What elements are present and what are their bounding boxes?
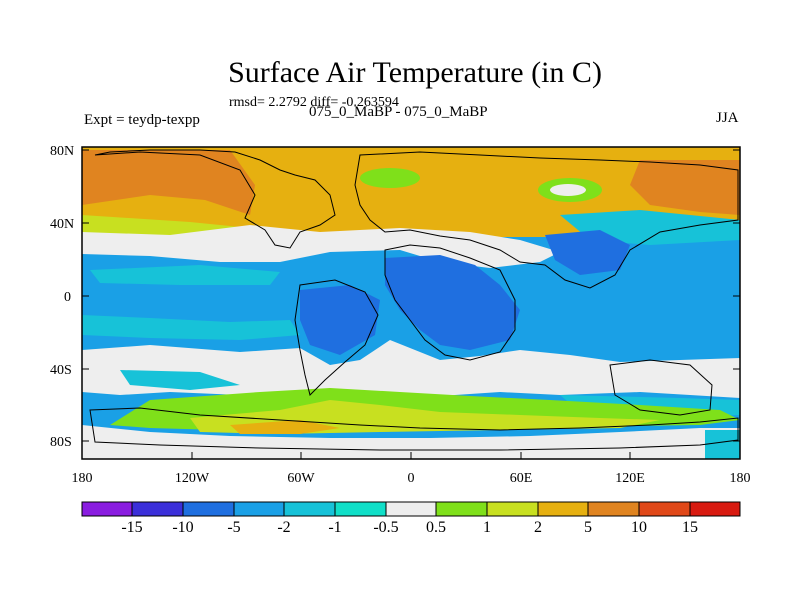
field-asia-cold — [545, 230, 630, 275]
colorbar-box-2 — [131, 501, 184, 517]
field-north-green-1 — [360, 168, 420, 188]
outline-africa — [384, 244, 516, 361]
colorbar-box-13 — [689, 501, 741, 517]
lat-label-80n: 80N — [50, 144, 74, 159]
field-north-warm-east — [630, 160, 740, 215]
colorbar-box-9 — [486, 501, 539, 517]
continent-outlines — [89, 149, 739, 451]
lon-label-120e: 120E — [615, 471, 645, 486]
colorbar-box-8 — [435, 501, 488, 517]
field-south-white — [82, 340, 740, 398]
lon-label-60w: 60W — [287, 471, 315, 486]
colorbar-label-9: 2 — [534, 519, 542, 536]
colorbar-label-10: 5 — [584, 519, 592, 536]
field-north-white-spot — [550, 184, 586, 196]
field-africa-cold — [385, 255, 520, 350]
lon-label-0: 0 — [408, 471, 415, 486]
colorbar-label-1: -15 — [121, 519, 142, 536]
colorbar-label-6: -0.5 — [373, 519, 398, 536]
lat-tick-marks — [82, 149, 740, 442]
subtitle-label: 075_0_MaBP - 075_0_MaBP — [309, 104, 488, 120]
lat-label-0: 0 — [64, 290, 71, 305]
field-pacific-cyan — [90, 265, 280, 285]
colorbar-box-5 — [283, 501, 336, 517]
outline-south-america — [294, 279, 379, 396]
outline-north-america — [94, 149, 336, 249]
colorbar-box-4 — [233, 501, 285, 517]
outline-australia — [609, 359, 713, 416]
field-tropic-cyan — [82, 315, 300, 340]
lat-label-40s: 40S — [50, 363, 72, 378]
lon-tick-marks — [81, 452, 741, 459]
colorbar-box-10 — [537, 501, 589, 517]
temperature-field — [82, 147, 740, 459]
field-samerica-cold — [300, 285, 380, 355]
colorbar-label-8: 1 — [483, 519, 491, 536]
field-south-cyan-1 — [120, 370, 240, 390]
season-label: JJA — [716, 110, 739, 126]
colorbar-label-11: 10 — [631, 519, 647, 536]
colorbar-box-7 — [385, 501, 437, 517]
field-antarctic-white — [82, 425, 740, 459]
colorbar: -15 -10 -5 -2 -1 -0.5 0.5 1 2 5 10 15 — [81, 501, 741, 536]
outline-eurasia — [354, 151, 739, 289]
lon-label-60e: 60E — [510, 471, 533, 486]
field-south-orange — [230, 420, 340, 434]
colorbar-box-1 — [81, 501, 133, 517]
lat-label-40n: 40N — [50, 217, 74, 232]
colorbar-label-3: -5 — [227, 519, 240, 536]
lon-label-120w: 120W — [175, 471, 210, 486]
colorbar-label-2: -10 — [172, 519, 193, 536]
field-north-warm-west — [82, 150, 255, 215]
colorbar-box-12 — [638, 501, 691, 517]
colorbar-label-7: 0.5 — [426, 519, 446, 536]
rmsd-diff-stats: rmsd= 2.2792 diff= -0.263594 — [229, 95, 399, 110]
lat-label-80s: 80S — [50, 435, 72, 450]
outline-antarctica — [89, 407, 739, 451]
map-title: Surface Air Temperature (in C) — [228, 56, 602, 89]
field-antarctic-cyan — [705, 430, 740, 459]
experiment-label: Expt = teydp-texpp — [84, 112, 200, 128]
colorbar-label-4: -2 — [277, 519, 290, 536]
colorbar-box-11 — [587, 501, 640, 517]
colorbar-label-12: 15 — [682, 519, 698, 536]
colorbar-box-6 — [334, 501, 387, 517]
lon-label-180e: 180 — [730, 471, 751, 486]
colorbar-box-3 — [182, 501, 235, 517]
colorbar-label-5: -1 — [328, 519, 341, 536]
lon-label-180w: 180 — [72, 471, 93, 486]
